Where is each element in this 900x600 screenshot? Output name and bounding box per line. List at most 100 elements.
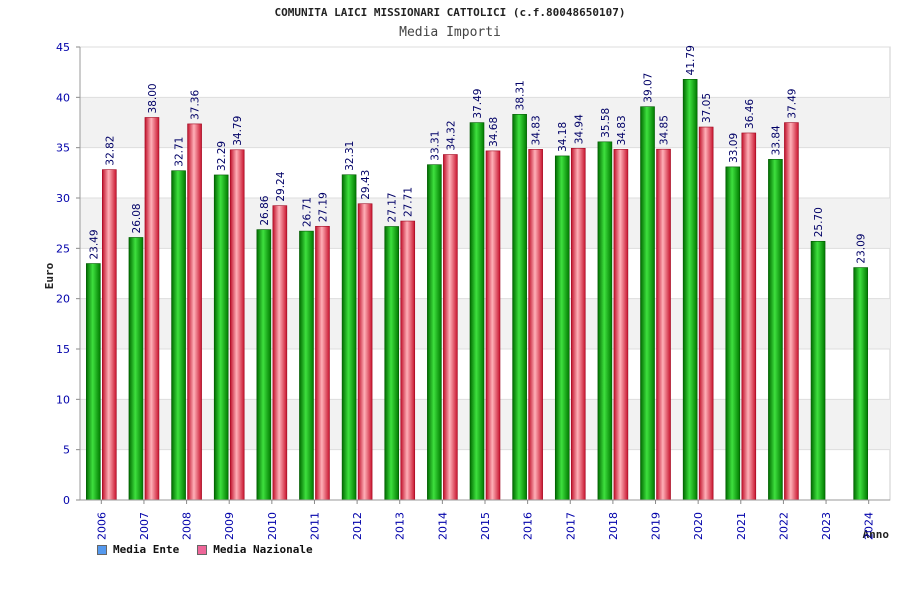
data-label: 32.31	[344, 141, 356, 171]
chart-subtitle: Media Importi	[399, 25, 501, 40]
data-labels: 23.49 32.82 26.08 38.00 32.71 37.36 32.29 34.79…	[88, 45, 867, 263]
data-label: 34.94	[573, 114, 585, 144]
bar-ente	[554, 155, 570, 501]
legend-swatch-ente	[97, 544, 107, 555]
y-tick-label: 5	[63, 444, 70, 457]
bar-ente	[256, 229, 272, 501]
y-tick-label: 20	[56, 293, 70, 306]
data-label: 34.83	[616, 115, 628, 145]
data-label: 25.70	[813, 207, 825, 237]
data-label: 33.31	[429, 131, 441, 161]
bar-nazionale	[144, 117, 160, 501]
bar-ente	[682, 79, 698, 501]
data-label: 38.00	[147, 83, 159, 113]
x-tick-label: 2006	[95, 512, 108, 540]
data-label: 29.24	[275, 171, 287, 201]
data-label: 23.49	[88, 229, 100, 259]
legend-item-ente: Media Ente	[97, 543, 179, 556]
x-tick-label: 2023	[820, 512, 833, 540]
bar-nazionale	[485, 150, 501, 501]
y-axis-label: Euro	[43, 262, 56, 289]
bar-nazionale	[443, 154, 458, 501]
x-tick-label: 2010	[266, 512, 279, 540]
x-axis-label: Anno	[863, 528, 890, 541]
chart-title: COMUNITA LAICI MISSIONARI CATTOLICI (c.f…	[274, 6, 626, 19]
data-label: 34.18	[557, 122, 569, 152]
bar-ente	[299, 230, 314, 501]
bar-nazionale	[698, 126, 714, 501]
data-label: 37.49	[472, 89, 484, 119]
x-tick-label: 2022	[777, 512, 790, 540]
data-label: 37.49	[786, 89, 798, 119]
data-label: 26.71	[301, 197, 313, 227]
bar-nazionale	[315, 225, 330, 501]
legend-item-nazionale: Media Nazionale	[197, 543, 313, 556]
x-tick-label: 2011	[308, 512, 321, 540]
data-label: 35.58	[600, 108, 612, 138]
x-tick-label: 2021	[735, 512, 748, 540]
bar-ente	[725, 166, 741, 501]
data-label: 32.71	[174, 137, 186, 167]
data-label: 37.05	[701, 93, 713, 123]
bar-nazionale	[187, 123, 202, 501]
data-label: 26.08	[131, 203, 143, 233]
bar-ente	[469, 122, 485, 501]
bar-nazionale	[528, 149, 543, 501]
x-tick-label: 2018	[607, 512, 620, 540]
bar-ente	[384, 226, 400, 501]
data-label: 36.46	[744, 99, 756, 129]
bar-ente	[128, 237, 144, 501]
y-tick-label: 40	[56, 91, 70, 104]
data-label: 39.07	[643, 73, 655, 103]
bar-nazionale	[613, 149, 629, 501]
x-tick-label: 2012	[351, 512, 364, 540]
legend-label-nazionale: Media Nazionale	[213, 543, 313, 556]
bar-ente	[853, 267, 868, 501]
bar-nazionale	[357, 203, 373, 501]
bar-nazionale	[272, 205, 288, 501]
bar-ente	[768, 159, 783, 501]
x-tick-label: 2016	[522, 512, 535, 540]
x-tick-label: 2019	[650, 512, 663, 540]
y-tick-label: 30	[56, 192, 70, 205]
y-tick-label: 35	[56, 142, 70, 155]
data-label: 41.79	[685, 45, 697, 75]
bar-nazionale	[102, 169, 117, 501]
bar-ente	[171, 170, 186, 501]
x-tick-label: 2008	[181, 512, 194, 540]
data-label: 34.68	[488, 117, 500, 147]
data-label: 38.31	[515, 80, 527, 110]
data-label: 32.29	[216, 141, 228, 171]
data-label: 34.83	[531, 115, 543, 145]
legend-swatch-nazionale	[197, 544, 208, 555]
y-tick-label: 15	[56, 343, 70, 356]
data-label: 26.86	[259, 195, 271, 225]
data-label: 27.19	[317, 192, 329, 222]
y-tick-label: 10	[56, 393, 70, 406]
data-label: 32.82	[104, 136, 116, 166]
data-label: 34.85	[659, 115, 671, 145]
x-tick-label: 2020	[692, 512, 705, 540]
y-tick-label: 0	[63, 494, 70, 507]
bar-ente	[86, 263, 101, 501]
x-tick-label: 2017	[564, 512, 577, 540]
x-tick-label: 2013	[394, 512, 407, 540]
y-tick-label: 45	[56, 41, 70, 54]
bar-nazionale	[784, 122, 799, 501]
data-label: 27.17	[387, 192, 399, 222]
bar-nazionale	[741, 132, 757, 501]
bar-ente	[640, 106, 655, 501]
x-tick-label: 2015	[479, 512, 492, 540]
bar-nazionale	[400, 220, 416, 501]
bars	[86, 79, 868, 501]
x-tick-label: 2024	[863, 512, 876, 540]
data-label: 33.09	[728, 133, 740, 163]
bar-ente	[427, 164, 442, 501]
bar-nazionale	[570, 147, 586, 501]
y-tick-label: 25	[56, 242, 70, 255]
bar-ente	[341, 174, 357, 501]
bar-ente	[213, 174, 229, 501]
data-label: 23.09	[856, 233, 868, 263]
data-label: 29.43	[360, 170, 372, 200]
